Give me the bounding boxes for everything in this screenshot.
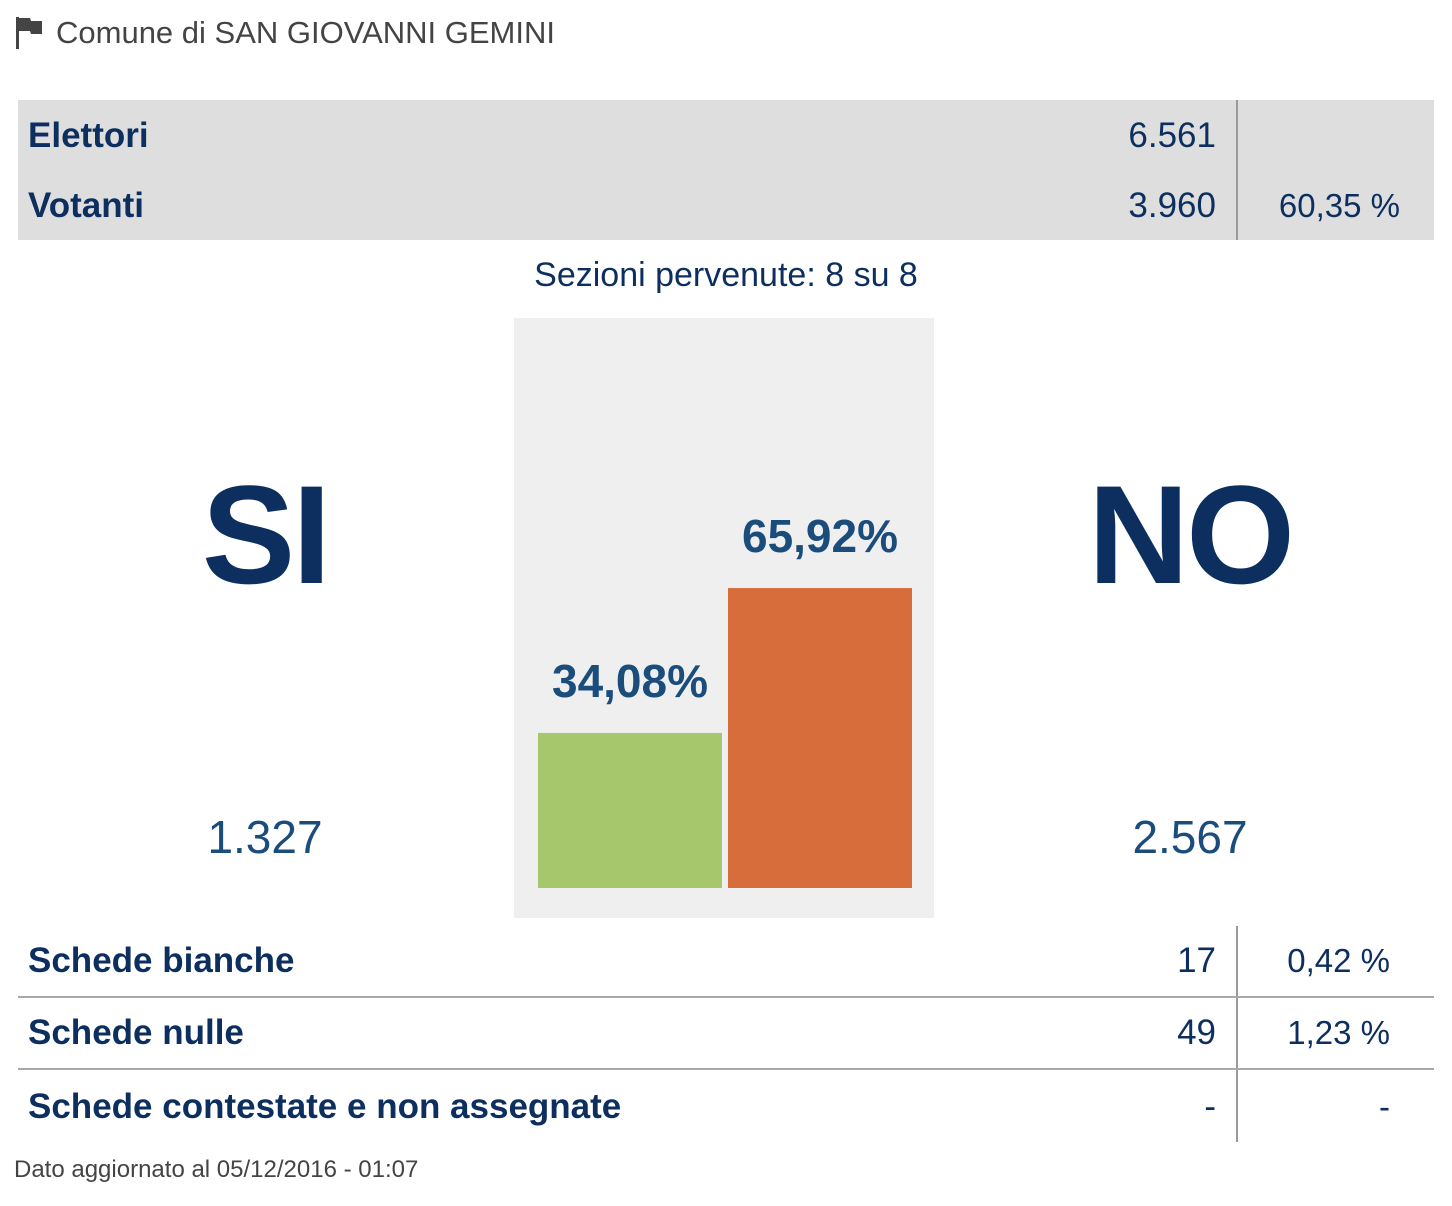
- bar-si: [538, 732, 722, 888]
- details-table: Schede bianche 17 0,42 % Schede nulle 49…: [18, 926, 1434, 1142]
- row-percentage: 0,42 %: [1287, 942, 1390, 979]
- row-percentage: -: [1379, 1088, 1390, 1125]
- votanti-row: Votanti 3.960 60,35 %: [18, 176, 1434, 236]
- si-votes: 1.327: [207, 811, 323, 863]
- no-label: NO: [1088, 456, 1295, 613]
- flag-icon: [14, 15, 48, 51]
- row-value: -: [1204, 1087, 1216, 1126]
- data-label-no: 65,92%: [742, 510, 898, 562]
- sezioni-status: Sezioni pervenute: 8 su 8: [534, 256, 918, 294]
- table-row: Schede bianche 17 0,42 %: [18, 926, 1434, 998]
- row-value: 49: [1177, 1013, 1216, 1052]
- column-divider: [1236, 1070, 1238, 1142]
- elettori-label: Elettori: [28, 116, 149, 155]
- row-label: Schede nulle: [28, 1013, 244, 1052]
- row-label: Schede contestate e non assegnate: [28, 1087, 622, 1126]
- data-label-si: 34,08%: [552, 655, 708, 707]
- summary-panel: Elettori 6.561 Votanti 3.960 60,35 %: [18, 100, 1434, 240]
- table-row: Schede contestate e non assegnate - -: [18, 1070, 1434, 1142]
- chart-svg: 34,08% 65,92%: [538, 510, 912, 888]
- bar-no: [728, 588, 912, 888]
- elettori-value: 6.561: [1128, 116, 1216, 155]
- si-label: SI: [201, 456, 331, 613]
- table-row: Schede nulle 49 1,23 %: [18, 998, 1434, 1070]
- page-header: Comune di SAN GIOVANNI GEMINI: [14, 8, 555, 58]
- no-votes: 2.567: [1132, 811, 1248, 863]
- row-value: 17: [1177, 941, 1216, 980]
- summary-divider: [1236, 100, 1238, 240]
- row-label: Schede bianche: [28, 941, 295, 980]
- votanti-percentage: 60,35 %: [1278, 187, 1400, 224]
- column-divider: [1236, 998, 1238, 1068]
- elettori-row: Elettori 6.561: [18, 106, 1434, 166]
- page-title: Comune di SAN GIOVANNI GEMINI: [56, 15, 555, 50]
- votanti-label: Votanti: [28, 186, 145, 225]
- votanti-value: 3.960: [1128, 186, 1216, 225]
- results-chart: 34,08% 65,92%: [514, 318, 934, 918]
- column-divider: [1236, 926, 1238, 996]
- row-percentage: 1,23 %: [1287, 1014, 1390, 1051]
- last-updated: Dato aggiornato al 05/12/2016 - 01:07: [14, 1156, 419, 1183]
